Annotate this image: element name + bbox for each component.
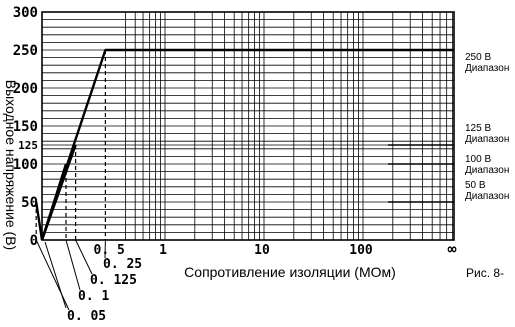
- y-tick-label: 300: [13, 5, 38, 21]
- x-tick-label: ∞: [447, 240, 456, 258]
- y-tick-label: 150: [13, 119, 38, 135]
- x-tick-label: 100: [349, 243, 373, 258]
- range-word-label: Диапазон: [465, 165, 509, 176]
- series-curve: [35, 201, 44, 241]
- x-tick-label: 0. 5: [94, 243, 125, 258]
- y-tick-label: 0: [30, 233, 38, 249]
- x-tick-label: 1: [159, 243, 167, 258]
- series-curve: [40, 48, 454, 241]
- chart-grid: [42, 12, 454, 240]
- y-axis-title: Выходное напряжение (В): [3, 80, 19, 250]
- y-tick-label: 200: [13, 81, 38, 97]
- x-axis-title: Сопротивление изоляции (МОм): [184, 264, 396, 280]
- y-tick-label: 250: [13, 43, 38, 59]
- range-voltage-label: 50 В: [465, 180, 486, 191]
- range-plateaus: [388, 49, 454, 203]
- tick-leader-line: [44, 241, 67, 309]
- tick-leader-line: [75, 239, 93, 275]
- range-voltage-label: 100 В: [465, 154, 491, 165]
- x-tick-labels: 0. 5 1 10 100 ∞: [94, 240, 457, 258]
- y-tick-label: 125: [18, 139, 38, 152]
- range-voltage-label: 125 В: [465, 123, 491, 134]
- range-word-label: Диапазон: [465, 191, 509, 202]
- low-tick-label: 0. 1: [78, 289, 109, 304]
- y-tick-labels: 0 50 100 125 150 200 250 300: [13, 5, 38, 249]
- range-word-label: Диапазон: [465, 63, 509, 74]
- y-tick-label: 100: [13, 157, 38, 173]
- range-voltage-label: 250 В: [465, 52, 491, 63]
- y-tick-label: 50: [21, 195, 38, 211]
- plot-frame: [41, 11, 455, 241]
- x-tick-label: 10: [254, 243, 270, 258]
- figure-label: Рис. 8-: [466, 266, 504, 280]
- tick-leader-line: [65, 239, 81, 291]
- low-tick-label: 0. 125: [90, 273, 137, 288]
- low-tick-label: 0. 05: [67, 309, 106, 324]
- series-curves: [35, 48, 454, 241]
- tick-leader-line: [35, 239, 70, 311]
- threshold-dashes: [35, 50, 106, 240]
- range-word-label: Диапазон: [465, 134, 509, 145]
- low-tick-label: 0. 25: [103, 257, 142, 272]
